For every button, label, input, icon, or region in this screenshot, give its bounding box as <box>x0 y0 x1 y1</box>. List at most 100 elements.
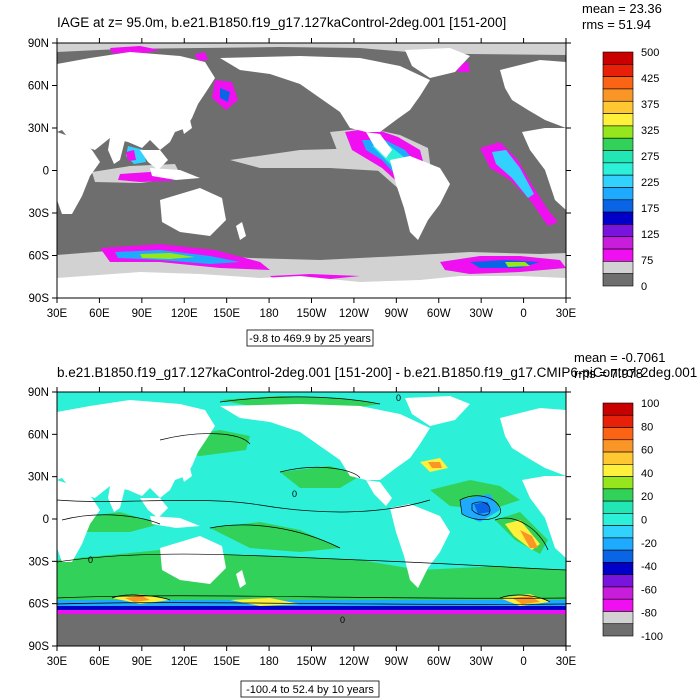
panel1-range-text: -9.8 to 469.9 by 25 years <box>249 333 371 345</box>
panel1-japan <box>180 112 192 134</box>
panel2-indonesia <box>150 516 200 528</box>
panel1-arabian-magenta <box>126 150 136 161</box>
colorbar-label: 425 <box>641 73 659 85</box>
colorbar-box <box>602 549 634 563</box>
colorbar-box <box>602 537 634 551</box>
colorbar-box <box>602 414 634 428</box>
colorbar-label: 20 <box>641 491 653 503</box>
lat-label: 60N <box>28 81 49 93</box>
lat-label: 90S <box>29 641 50 653</box>
panel2-map: 0 0 0 0 <box>57 392 566 646</box>
colorbar-box <box>602 64 634 77</box>
lat-label: 30S <box>29 208 50 220</box>
lat-label: 90N <box>28 38 49 50</box>
colorbar-label: -20 <box>641 538 657 550</box>
contour-line <box>57 499 431 513</box>
panel2: b.e21.B1850.f19_g17.127kaControl-2deg.00… <box>28 350 697 698</box>
lon-label: 60W <box>427 308 451 320</box>
panel1-nz <box>236 222 246 240</box>
panel2-npac-green-2 <box>280 466 360 488</box>
colorbar-box <box>602 51 634 65</box>
panel2-eatl-orange <box>520 530 538 548</box>
panel2-contour-label: 0 <box>88 555 93 565</box>
lon-label: 0 <box>520 308 526 320</box>
lat-label: 0 <box>43 514 49 526</box>
colorbar-label: 375 <box>641 99 659 111</box>
colorbar-label: 175 <box>641 203 659 215</box>
lon-label: 30E <box>47 308 68 320</box>
panel2-africa-east <box>522 476 566 558</box>
lon-label: 30W <box>469 656 493 668</box>
colorbar-box <box>602 562 634 575</box>
lon-label: 30W <box>469 308 493 320</box>
colorbar-box <box>602 476 634 490</box>
panel1-central-america <box>366 132 392 158</box>
panel1-arctic-magenta-2 <box>195 52 208 61</box>
panel1-australia <box>160 188 226 236</box>
panel2-so-magenta <box>57 610 566 614</box>
lon-label: 60E <box>89 656 110 668</box>
lon-label: 30E <box>47 656 68 668</box>
colorbar-box <box>602 100 634 114</box>
panel1-se-asia <box>140 150 168 170</box>
colorbar-label: -80 <box>641 608 657 620</box>
panel2-india <box>108 486 125 512</box>
panel2-title: b.e21.B1850.f19_g17.127kaControl-2deg.00… <box>57 365 697 380</box>
panel2-central-america <box>366 480 392 506</box>
panel1-eurasia <box>57 52 215 150</box>
panel1-india <box>108 138 125 164</box>
contour-line <box>61 514 161 525</box>
panel2-land <box>57 396 566 588</box>
colorbar-box <box>602 174 634 188</box>
lon-label: 150E <box>213 656 240 668</box>
colorbar-box <box>602 137 634 151</box>
lat-label: 0 <box>43 166 49 178</box>
contour-line <box>279 467 361 479</box>
lon-label: 180 <box>259 308 278 320</box>
panel1-mean: mean = 23.36 <box>582 1 662 16</box>
colorbar-box <box>602 162 634 176</box>
panel2-so-orange-1 <box>125 596 150 602</box>
panel2-natl-green <box>430 480 520 510</box>
lon-label: 150W <box>296 308 326 320</box>
panel1-rms: rms = 51.94 <box>582 17 651 32</box>
colorbar-box <box>602 525 634 539</box>
panel1-eatl-blue <box>492 150 534 198</box>
panel2-eurasia <box>57 400 215 498</box>
colorbar-box <box>602 611 634 625</box>
colorbar-box <box>602 76 634 90</box>
panel2-contour-label: 0 <box>292 489 297 499</box>
lat-label: 60N <box>28 429 49 441</box>
panel2-greenland <box>405 396 470 426</box>
panel1: IAGE at z= 95.0m, b.e21.B1850.f19_g17.12… <box>28 1 662 347</box>
panel2-contour-label: 0 <box>340 615 345 625</box>
lat-label: 30S <box>29 556 50 568</box>
contour-line <box>57 553 566 571</box>
colorbar-label: 0 <box>641 515 647 527</box>
panel2-europe <box>500 408 566 476</box>
colorbar-label: 500 <box>641 47 659 59</box>
lon-label: 90E <box>132 656 153 668</box>
lon-label: 0 <box>520 656 526 668</box>
contour-line <box>57 602 566 605</box>
colorbar-label: 40 <box>641 468 653 480</box>
panel1-range-box <box>246 329 374 347</box>
colorbar-label: 325 <box>641 125 659 137</box>
panel2-kuroshio-orange <box>428 462 442 468</box>
panel1-map <box>57 43 566 298</box>
colorbar-box <box>602 402 634 416</box>
colorbar-box <box>602 598 634 612</box>
panel2-contour-label: 0 <box>396 393 401 403</box>
panel2-se-asia <box>140 498 168 518</box>
lon-label: 120W <box>339 656 369 668</box>
contour-line <box>499 594 551 603</box>
panel2-s-america <box>390 504 450 588</box>
contour-line <box>111 594 171 601</box>
contour-line <box>159 433 251 445</box>
panel1-indonesia <box>150 168 200 180</box>
lon-label: 60W <box>427 656 451 668</box>
colorbar-box <box>602 211 634 225</box>
panel1-africa <box>57 132 100 214</box>
panel1-so-green-2 <box>505 262 530 267</box>
contour-line <box>209 524 341 549</box>
